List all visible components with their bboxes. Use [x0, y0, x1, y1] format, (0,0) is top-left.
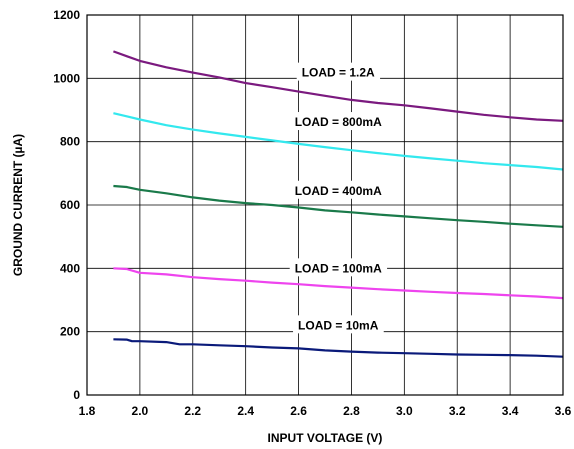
- x-tick-label: 2.2: [184, 404, 201, 418]
- series-label: LOAD = 400mA: [295, 184, 382, 198]
- x-tick-label: 3.0: [396, 404, 413, 418]
- y-tick-label: 1000: [53, 71, 80, 85]
- series-label-bg: [289, 180, 388, 199]
- x-tick-label: 3.4: [502, 404, 519, 418]
- y-tick-label: 200: [60, 325, 80, 339]
- x-tick-labels: 1.8 2.0 2.2 2.4 2.6 2.8 3.0 3.2 3.4 3.6: [79, 404, 572, 418]
- x-tick-label: 3.6: [555, 404, 572, 418]
- series-label-bg: [289, 258, 388, 277]
- series-lines: [113, 50, 564, 358]
- y-tick-labels: 0 200 400 600 800 1000 1200: [53, 8, 80, 402]
- series-label: LOAD = 800mA: [295, 115, 382, 129]
- series-line: [113, 50, 564, 122]
- plot-frame: [86, 14, 564, 396]
- series-line: [113, 112, 564, 171]
- x-tick-label: 3.2: [449, 404, 466, 418]
- series-label-bg: [293, 315, 384, 334]
- series-line: [113, 184, 564, 228]
- x-tick-label: 2.6: [290, 404, 307, 418]
- y-tick-label: 0: [73, 388, 80, 402]
- series-line: [113, 267, 564, 300]
- y-tick-label: 400: [60, 261, 80, 275]
- series-label: LOAD = 1.2A: [302, 66, 375, 80]
- x-tick-label: 2.0: [132, 404, 149, 418]
- y-tick-label: 800: [60, 135, 80, 149]
- y-axis-title: GROUND CURRENT (µA): [11, 134, 25, 276]
- series-label-bg: [289, 112, 388, 131]
- y-tick-label: 600: [60, 198, 80, 212]
- x-tick-label: 1.8: [79, 404, 96, 418]
- x-tick-label: 2.4: [237, 404, 254, 418]
- x-tick-label: 2.8: [343, 404, 360, 418]
- series-label-bg: [296, 62, 381, 81]
- y-tick-label: 1200: [53, 8, 80, 22]
- series-labels: LOAD = 1.2A LOAD = 800mA LOAD = 400mA LOAD …: [289, 62, 388, 334]
- series-line: [113, 338, 564, 358]
- series-label: LOAD = 100mA: [295, 261, 382, 275]
- series-label: LOAD = 10mA: [298, 318, 379, 332]
- x-axis-title: INPUT VOLTAGE (V): [268, 431, 383, 445]
